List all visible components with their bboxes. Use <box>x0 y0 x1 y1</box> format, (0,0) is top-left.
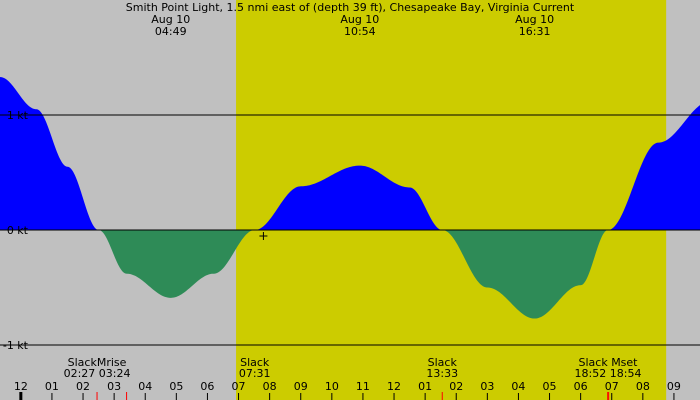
y-tick-label: 0 kt <box>7 224 29 237</box>
gridlines <box>0 114 700 346</box>
hour-tick-label: 04 <box>511 380 525 393</box>
chart-title: Smith Point Light, 1.5 nmi east of (dept… <box>126 1 575 14</box>
hour-tick-label: 12 <box>387 380 401 393</box>
event-date-label: Aug 10 <box>151 13 190 26</box>
slack-event-label: Slack <box>428 356 458 369</box>
y-tick-label: 1 kt <box>7 109 29 122</box>
y-tick-label: -1 kt <box>3 339 29 352</box>
ebb-current-area <box>0 230 700 319</box>
hour-tick-label: 02 <box>449 380 463 393</box>
hour-tick-label: 03 <box>107 380 121 393</box>
event-date-label: Aug 10 <box>515 13 554 26</box>
hour-tick-label: 02 <box>76 380 90 393</box>
hour-tick-label: 08 <box>263 380 277 393</box>
event-markers <box>19 392 610 400</box>
midnight-marker <box>19 392 23 400</box>
hour-tick-label: 07 <box>605 380 619 393</box>
hour-tick-label: 03 <box>480 380 494 393</box>
flood-current-area <box>0 77 700 230</box>
event-time-label: 10:54 <box>344 25 376 38</box>
hour-tick-label: 12 <box>14 380 28 393</box>
slack-event-label: Slack Mset <box>579 356 639 369</box>
slack-event-time: 13:33 <box>426 367 458 380</box>
hour-tick-label: 01 <box>45 380 59 393</box>
hour-tick-label: 04 <box>138 380 152 393</box>
hour-tick-label: 01 <box>418 380 432 393</box>
slack-event-time: 07:31 <box>239 367 271 380</box>
slack-event-label: SlackMrise <box>68 356 127 369</box>
hour-tick-label: 10 <box>325 380 339 393</box>
event-date-label: Aug 10 <box>340 13 379 26</box>
hour-tick-label: 06 <box>200 380 214 393</box>
hour-tick-label: 11 <box>356 380 370 393</box>
event-time-label: 04:49 <box>155 25 187 38</box>
current-time-marker <box>259 232 268 240</box>
hour-tick-label: 06 <box>574 380 588 393</box>
event-time-label: 16:31 <box>519 25 551 38</box>
hour-tick-label: 08 <box>636 380 650 393</box>
hour-tick-label: 09 <box>667 380 681 393</box>
hour-tick-label: 05 <box>169 380 183 393</box>
hour-axis: 1112010203040506070809101112010203040506… <box>14 380 681 400</box>
y-axis-labels: 1 kt 0 kt -1 kt <box>3 109 29 352</box>
hour-tick-label: 05 <box>543 380 557 393</box>
slack-event-time: 18:52 18:54 <box>575 367 642 380</box>
slack-event-label: Slack <box>240 356 270 369</box>
hour-tick-label: 07 <box>232 380 246 393</box>
slack-event-time: 02:27 03:24 <box>64 367 131 380</box>
hour-tick-label: 09 <box>294 380 308 393</box>
